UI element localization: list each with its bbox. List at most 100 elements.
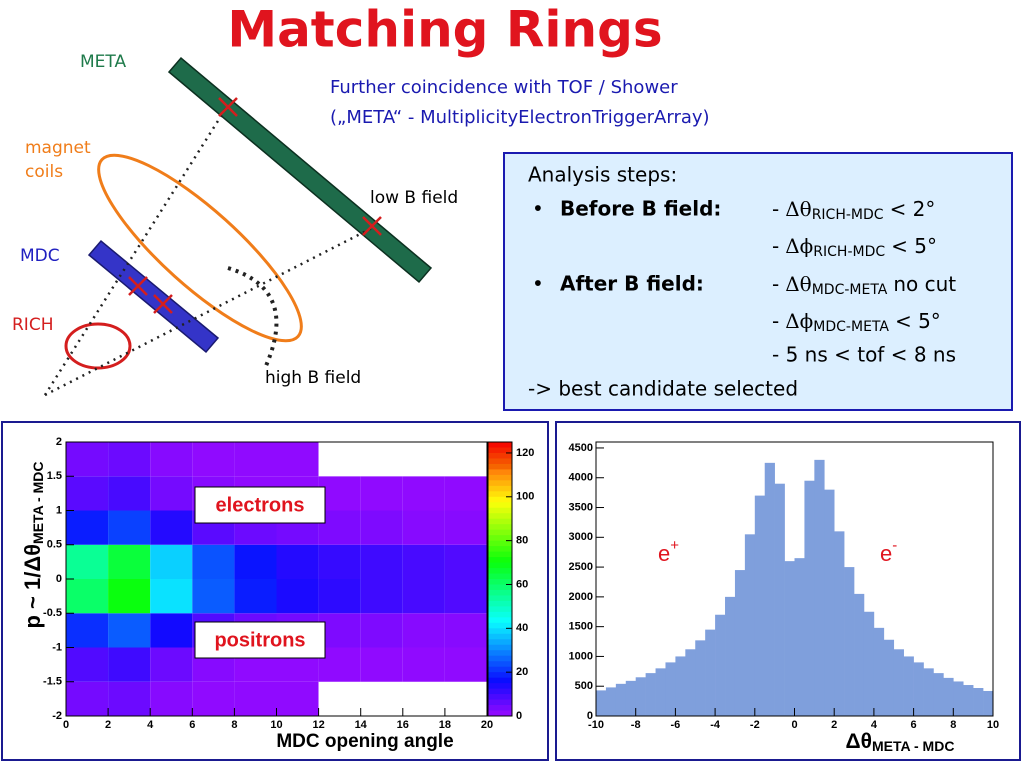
colorbar-step [488,540,512,547]
colorbar-step [488,705,512,712]
heat-cell [192,544,235,579]
colorbar-step [488,661,512,668]
hist-bar [784,561,795,716]
hist-bar [983,690,994,716]
hist-bar [625,680,636,716]
heat-cell [108,476,151,511]
annotation-text: e [658,541,670,566]
heat-cell [192,579,235,614]
x-tick-label: 18 [439,719,451,731]
heat-cell [234,544,277,579]
colorbar-step [488,606,512,613]
y-tick-label: -2 [52,710,62,722]
condition: - 5 ns < tof < 8 ns [772,343,956,367]
rich-detector [64,322,132,370]
colorbar-step [488,557,512,564]
subscript: MDC-META [812,282,888,298]
colorbar-step [488,666,512,673]
hist-bar [794,558,805,716]
hist-bar [963,685,974,716]
annotation-sup: - [892,537,897,554]
heat-cell [444,613,487,648]
heat-cell [150,613,193,648]
heat-cell [108,681,151,716]
annotation-box [194,486,326,524]
heat-cell [318,579,361,614]
heat-cell [402,681,445,716]
heat-cell [360,647,403,682]
condition: - ΔθRICH-MDC < 2° [772,197,935,224]
x-tick-label: -8 [631,719,641,731]
colorbar-step [488,644,512,651]
heat-cell [402,510,445,545]
x-tick-label: 8 [231,719,237,731]
x-tick-label: -10 [588,719,604,731]
heat-cell [150,510,193,545]
subscript: MDC-META [813,319,889,335]
condition: - ΔθMDC-META no cut [772,272,956,299]
colorbar-step [488,513,512,520]
hist-bar [824,489,835,716]
condition: - ΔϕMDC-META < 5° [772,309,941,336]
hist-bar [774,483,785,716]
colorbar-step [488,655,512,662]
heat-cell [108,613,151,648]
heat-cell [150,681,193,716]
hist-bar [893,649,904,716]
hist-bar [675,656,686,716]
heat-cell [150,544,193,579]
z-tick-label: 60 [516,578,528,590]
hist-bar [665,662,676,716]
heat-cell [360,579,403,614]
colorbar-step [488,677,512,684]
heat-cell [444,544,487,579]
text: < 5° [891,234,937,258]
y-tick-label: 0.5 [47,539,62,551]
heat-cell [444,681,487,716]
colorbar-step [488,485,512,492]
z-tick-label: 100 [516,491,534,503]
bent-track [227,266,279,369]
text: < 5° [895,309,941,333]
hist-bar [854,593,865,716]
x-tick-label: -4 [710,719,721,731]
x-tick-label: 2 [105,719,111,731]
bullet: • [532,272,544,296]
y-tick-label: 1.5 [47,470,62,482]
heat-cell [150,579,193,614]
x-tick-label: 6 [911,719,917,731]
colorbar-step [488,622,512,629]
colorbar-step [488,452,512,459]
annotation: positrons [214,629,305,651]
hist-bar [725,596,736,716]
heat-cell [192,681,235,716]
symbol: Δϕ [785,309,813,333]
annotation: e+ [658,537,679,566]
heat-cell [276,442,319,477]
colorbar-step [488,617,512,624]
z-tick-label: 20 [516,666,528,678]
heat-cell [66,579,109,614]
subscript: RICH-MDC [813,244,885,260]
heat-cell [318,647,361,682]
x-tick-label: 6 [189,719,195,731]
hist-bar [615,683,627,716]
heat-cell [150,442,193,477]
y-tick-label: -1.5 [43,676,62,688]
y-tick-label: 3000 [569,531,593,543]
x-tick-label: 16 [397,719,409,731]
colorbar-step [488,633,512,640]
hist-bar [953,681,964,716]
y-tick-label: 1500 [569,621,593,633]
heat-cell [318,544,361,579]
colorbar-step [488,568,512,575]
x-tick-label: 8 [950,719,956,731]
colorbar-step [488,672,512,679]
y-tick-label: 0 [56,573,62,585]
hist-bar [734,570,746,716]
panel-frame [1,421,549,761]
hist-bar [903,656,914,716]
colorbar-step [488,529,512,536]
y-tick-label: 2500 [569,561,593,573]
